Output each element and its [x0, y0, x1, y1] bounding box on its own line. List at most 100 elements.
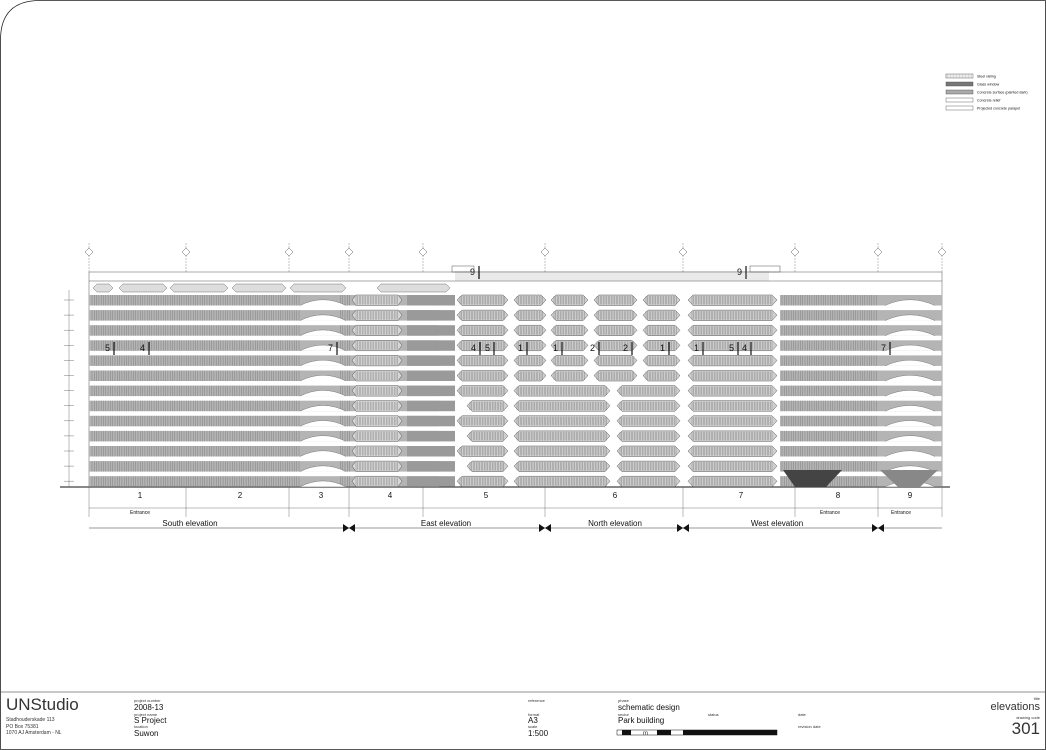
window-lozenge	[642, 325, 681, 336]
project-name-label: project name	[134, 712, 158, 717]
sector-label: sector	[618, 712, 629, 717]
format-label: format	[528, 712, 540, 717]
format: A3	[528, 716, 538, 725]
section-marker-label: 7	[881, 343, 886, 353]
painted-block	[407, 310, 455, 321]
legend: Steel railing Glass window Concrete surfac…	[945, 73, 1028, 111]
window-lozenge	[687, 385, 778, 397]
legend-swatch	[945, 89, 974, 95]
entrance-label: Entrance	[820, 510, 840, 516]
revision-date-label: revision date	[798, 724, 821, 729]
gridline-head	[418, 247, 428, 257]
painted-block	[407, 295, 455, 306]
elevation-divider-arrow	[677, 524, 683, 532]
window-lozenge	[642, 355, 681, 367]
parapet-opening	[289, 283, 347, 293]
relief-notch	[884, 344, 936, 351]
relief-notch	[299, 390, 347, 397]
relief-notch	[884, 329, 936, 336]
entrance-label: Entrance	[130, 510, 150, 516]
facade-band	[89, 355, 439, 366]
relief-notch	[884, 375, 936, 382]
parapet-opening	[169, 283, 229, 293]
legend-label: Glass window	[977, 83, 1000, 87]
status-label: status	[708, 712, 719, 717]
project-number-label: project number	[134, 698, 161, 703]
legend-swatch	[945, 81, 974, 87]
scale-bar-segment	[683, 730, 777, 735]
window-lozenge	[687, 294, 778, 306]
facade-band	[89, 340, 439, 351]
painted-block	[407, 446, 455, 457]
relief-notch	[884, 435, 936, 442]
grid-number: 1	[138, 491, 143, 500]
title-label: title	[1033, 696, 1040, 701]
window-lozenge	[513, 430, 611, 442]
section-marker-label: 5	[105, 343, 110, 353]
window-lozenge	[513, 460, 611, 472]
window-lozenge	[687, 325, 778, 336]
facade-band	[89, 446, 439, 457]
section-marker-label: 1	[660, 343, 665, 353]
elevation-label: West elevation	[751, 519, 803, 528]
facade-band	[89, 476, 439, 487]
relief-notch	[884, 359, 936, 367]
scale-bar-unit: m	[643, 731, 648, 737]
reference-label: reference	[528, 698, 545, 703]
sector: Park building	[618, 716, 665, 725]
painted-block	[407, 461, 455, 472]
window-lozenge	[642, 370, 681, 382]
elevation-divider-arrow	[343, 524, 349, 532]
address-line-3: 1070 AJ Amsterdam - NL	[6, 730, 62, 736]
section-marker-label: 5	[729, 343, 734, 353]
project-number: 2008-13	[134, 703, 164, 712]
elevation-label: South elevation	[162, 519, 217, 528]
drawing-code: 301	[1011, 719, 1040, 738]
legend-label: Concrete surface (painted dark)	[977, 91, 1028, 95]
window-lozenge	[513, 294, 547, 306]
relief-notch	[299, 405, 347, 412]
entrance-opening	[783, 470, 842, 487]
legend-label: Concrete relief	[977, 99, 1000, 103]
gridline-head	[181, 247, 191, 257]
window-lozenge	[513, 385, 611, 397]
painted-block	[407, 370, 455, 381]
section-marker-label: 1	[518, 343, 523, 353]
section-marker-label: 2	[623, 343, 628, 353]
section-marker-label: 2	[590, 343, 595, 353]
window-lozenge	[687, 309, 778, 321]
window-lozenge	[687, 430, 778, 442]
scale: 1:500	[528, 729, 549, 738]
window-lozenge	[513, 400, 611, 412]
relief-notch	[299, 480, 347, 487]
relief-notch	[884, 314, 936, 321]
window-lozenge	[593, 370, 638, 382]
window-lozenge	[513, 355, 547, 367]
facade-band	[780, 310, 942, 321]
elevation-divider-arrow	[872, 524, 878, 532]
legend-label: Steel railing	[977, 75, 996, 79]
elevation-divider-arrow	[878, 524, 884, 532]
section-marker-label: 5	[485, 343, 490, 353]
address-line-2: PO Box 75381	[6, 724, 39, 730]
window-lozenge	[550, 325, 589, 336]
gridline-head	[937, 247, 947, 257]
section-marker-label: 4	[140, 343, 145, 353]
facade-band	[89, 461, 439, 472]
window-lozenge	[513, 445, 611, 457]
window-lozenge	[513, 309, 547, 321]
window-lozenge	[593, 294, 638, 306]
scale-bar-segment	[622, 730, 631, 735]
scale-bar-segment	[657, 730, 671, 735]
section-marker-label: 7	[328, 343, 333, 353]
facade-band	[780, 325, 942, 336]
relief-notch	[884, 405, 936, 412]
painted-block	[407, 355, 455, 366]
facade-band	[89, 325, 439, 336]
section-marker-label: 1	[553, 343, 558, 353]
facade-band	[780, 400, 942, 412]
gridline-head	[84, 247, 94, 257]
section-marker-label: 9	[470, 267, 475, 277]
section-marker-label: 4	[742, 343, 747, 353]
phase-label: phase	[618, 698, 629, 703]
